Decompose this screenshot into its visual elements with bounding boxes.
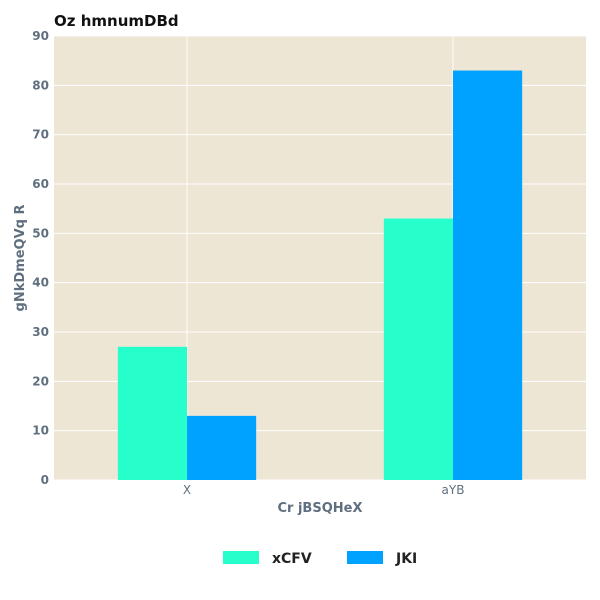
bars (117, 70, 523, 481)
y-axis-ticks: 0 10 20 30 40 50 60 70 80 90 (32, 29, 49, 487)
x-tick-label: aYB (442, 483, 465, 497)
y-tick-label: 70 (32, 128, 49, 142)
y-tick-label: 30 (32, 325, 49, 339)
y-tick-label: 90 (32, 29, 49, 43)
bar-xCFV-X (117, 346, 187, 480)
legend: xCFV JKI (223, 551, 417, 567)
bar-JKI-aYB (453, 70, 523, 481)
legend-label-xCFV: xCFV (272, 551, 312, 567)
legend-label-JKI: JKI (395, 551, 417, 567)
y-tick-label: 60 (32, 177, 49, 191)
y-tick-label: 80 (32, 78, 49, 92)
legend-swatch-xCFV (223, 551, 259, 564)
y-tick-label: 0 (41, 473, 49, 487)
y-axis-label: gNkDmeQVq R (13, 205, 28, 312)
bar-JKI-X (187, 415, 257, 480)
y-tick-label: 50 (32, 226, 49, 240)
x-tick-label: X (183, 483, 191, 497)
y-tick-label: 10 (32, 424, 49, 438)
bar-xCFV-aYB (383, 218, 453, 481)
legend-swatch-JKI (347, 551, 383, 564)
chart-title: Oz hmnumDBd (54, 12, 179, 30)
y-tick-label: 20 (32, 374, 49, 388)
x-axis-label: Cr jBSQHeX (278, 501, 363, 516)
y-tick-label: 40 (32, 276, 49, 290)
